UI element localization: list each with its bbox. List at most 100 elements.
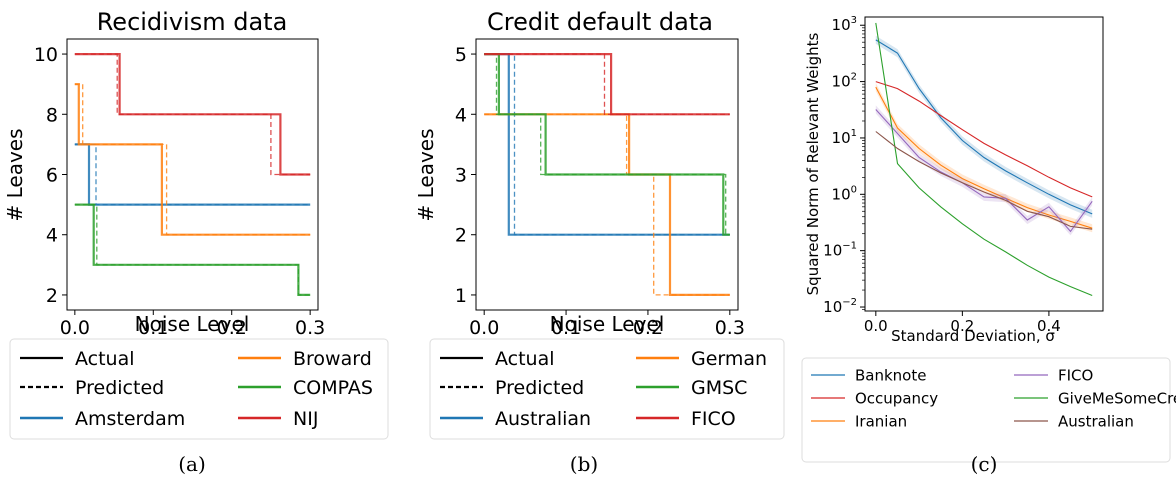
y-tick-base: 10 [832,16,851,34]
legend-box [429,338,785,440]
legend-label: GMSC [691,377,747,399]
y-tick-label: 10−2 [823,297,857,316]
y-tick-exponent: 1 [851,128,857,139]
series-iranian-line [875,86,1093,229]
series-fico-actual-line [484,52,730,116]
x-tick-label: 0.0 [469,317,499,339]
panel-caption: (a) [178,452,206,476]
y-tick-label: 103 [832,15,857,34]
x-axis-label: Standard Deviation, σ [891,327,1055,345]
legend-label: FICO [1058,366,1093,384]
legend-label: Australian [495,408,591,430]
legend-label: Iranian [855,412,907,430]
legend: Banknote Occupancy Iranian FICO GiveMeSomeCr… [801,357,1176,463]
x-tick-label: 0.2 [633,317,663,339]
x-tick-label: 0.3 [295,317,325,339]
legend-label: Predicted [75,377,164,399]
y-tick-base: 10 [823,298,842,316]
y-axis-label: Squared Norm of Relevant Weights [804,32,822,295]
plot-area [484,52,730,296]
legend-label: Banknote [855,366,926,384]
legend-label: Predicted [495,377,584,399]
y-tick-label: 4 [455,104,467,126]
series-fico-line [875,109,1093,233]
legend-label: Broward [293,348,372,370]
y-tick-label: 101 [832,128,857,147]
y-tick-label: 6 [46,165,58,187]
y-tick-label: 10−1 [823,241,857,260]
legend-label: NIJ [293,408,318,430]
plot-frame [864,16,1104,312]
y-tick-label: 3 [455,165,467,187]
legend-box [801,357,1171,463]
x-tick-label: 0.4 [1037,317,1061,335]
legend-label: GiveMeSomeCredit [1058,389,1176,407]
legend-label: Australian [1058,412,1134,430]
legend-label: FICO [691,408,736,430]
y-tick-label: 2 [455,225,467,247]
legend-label: Occupancy [855,389,938,407]
legend-label: German [691,348,767,370]
plot-area [875,22,1093,297]
y-tick-base: 10 [823,242,842,260]
y-tick-exponent: −1 [842,241,857,252]
panel-caption: (c) [971,452,998,476]
series-banknote-line [875,39,1093,215]
x-tick-label: 0.2 [217,317,247,339]
legend: Actual Predicted Australian German GMSC FICO [429,338,785,440]
y-tick-label: 100 [832,184,857,203]
y-tick-base: 10 [832,185,851,203]
x-tick-label: 0.0 [864,317,888,335]
plot-area [74,52,311,296]
legend-box [9,338,389,440]
y-tick-exponent: −2 [842,297,857,308]
chart-title: Recidivism data [97,8,288,36]
x-axis-label: Noise Level [135,312,250,336]
series-occupancy-line [875,81,1093,198]
series-australian-predicted-line [484,53,730,236]
y-tick-exponent: 0 [851,184,857,195]
series-nij-predicted-line [74,53,311,176]
series-broward-predicted-line [74,83,311,236]
x-tick-label: 0.1 [551,317,581,339]
legend-label: Actual [495,348,555,370]
x-tick-label: 0.2 [950,317,974,335]
x-axis-label: Noise Level [550,312,665,336]
y-tick-label: 5 [455,44,467,66]
series-gmsc-predicted-line [484,53,730,236]
series-compas-predicted-line [74,203,311,296]
series-german-actual-line [484,113,730,296]
y-tick-base: 10 [832,129,851,147]
series-broward-actual-line [74,83,311,236]
y-tick-label: 8 [46,104,58,126]
legend: Actual Predicted Amsterdam Broward COMPAS NIJ [9,338,389,440]
y-tick-label: 2 [46,285,58,307]
series-australian-actual-line [484,52,730,236]
y-tick-exponent: 2 [851,72,857,83]
recidivism-chart: Recidivism data 0.0 0.1 0.2 0.3 2 4 6 8 10 Noise L… [3,8,389,476]
x-tick-label: 0.1 [138,317,168,339]
y-tick-exponent: 3 [851,15,857,26]
x-tick-label: 0.3 [715,317,745,339]
y-tick-label: 102 [832,72,857,91]
series-gmsc-actual-line [484,52,730,236]
series-fico-predicted-line [484,53,730,115]
legend-label: Actual [75,348,135,370]
series-fico-band [875,105,1093,236]
x-tick-label: 0.0 [60,317,90,339]
series-givemesomecredit-line [875,22,1093,297]
y-axis-label: # Leaves [414,128,438,221]
series-german-predicted-line [484,113,730,296]
y-tick-label: 4 [46,225,58,247]
y-tick-label: 1 [455,285,467,307]
legend-label: Amsterdam [75,408,185,430]
credit-default-chart: Credit default data 0.0 0.1 0.2 0.3 1 2 3 4 5 Nois… [414,8,785,476]
legend-label: COMPAS [293,377,373,399]
chart-title: Credit default data [487,8,713,36]
series-compas-actual-line [74,203,311,296]
series-australian-line [875,131,1093,230]
y-tick-base: 10 [832,73,851,91]
y-axis-label: # Leaves [3,128,27,221]
